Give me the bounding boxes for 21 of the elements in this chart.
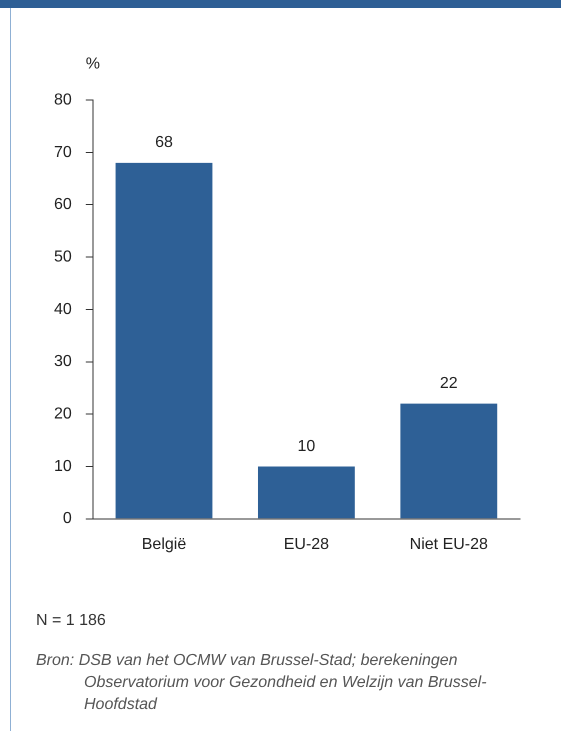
y-tick-label: 30 [54,353,72,370]
y-tick-label: 60 [54,196,72,214]
y-tick-label: 70 [54,144,72,161]
text: N = 1 186 [36,612,107,630]
text: Bron: DSB van het OCMW van Brussel-Stad; berekeningen Observatorium voor Gezondheid en Welzijn van Brussel-Hoofdstad [36,651,488,715]
y-tick-label: 50 [54,248,72,266]
bar [400,404,498,518]
y-tick-label: 0 [62,510,72,528]
y-tick-label: 40 [54,300,72,318]
x-tick-label: EU-28 [284,536,330,553]
y-axis-title: % [86,55,100,72]
y-tick-label: 80 [54,91,72,108]
data-label: 10 [298,438,316,455]
y-tick-label: 10 [54,458,72,475]
bar [258,466,355,518]
data-label: 22 [440,375,458,392]
x-tick-label: België [142,536,186,553]
y-tick-label: 20 [54,406,72,423]
bar [116,162,212,518]
data-label: 68 [155,134,173,152]
x-tick-label: Niet EU-28 [410,536,488,553]
